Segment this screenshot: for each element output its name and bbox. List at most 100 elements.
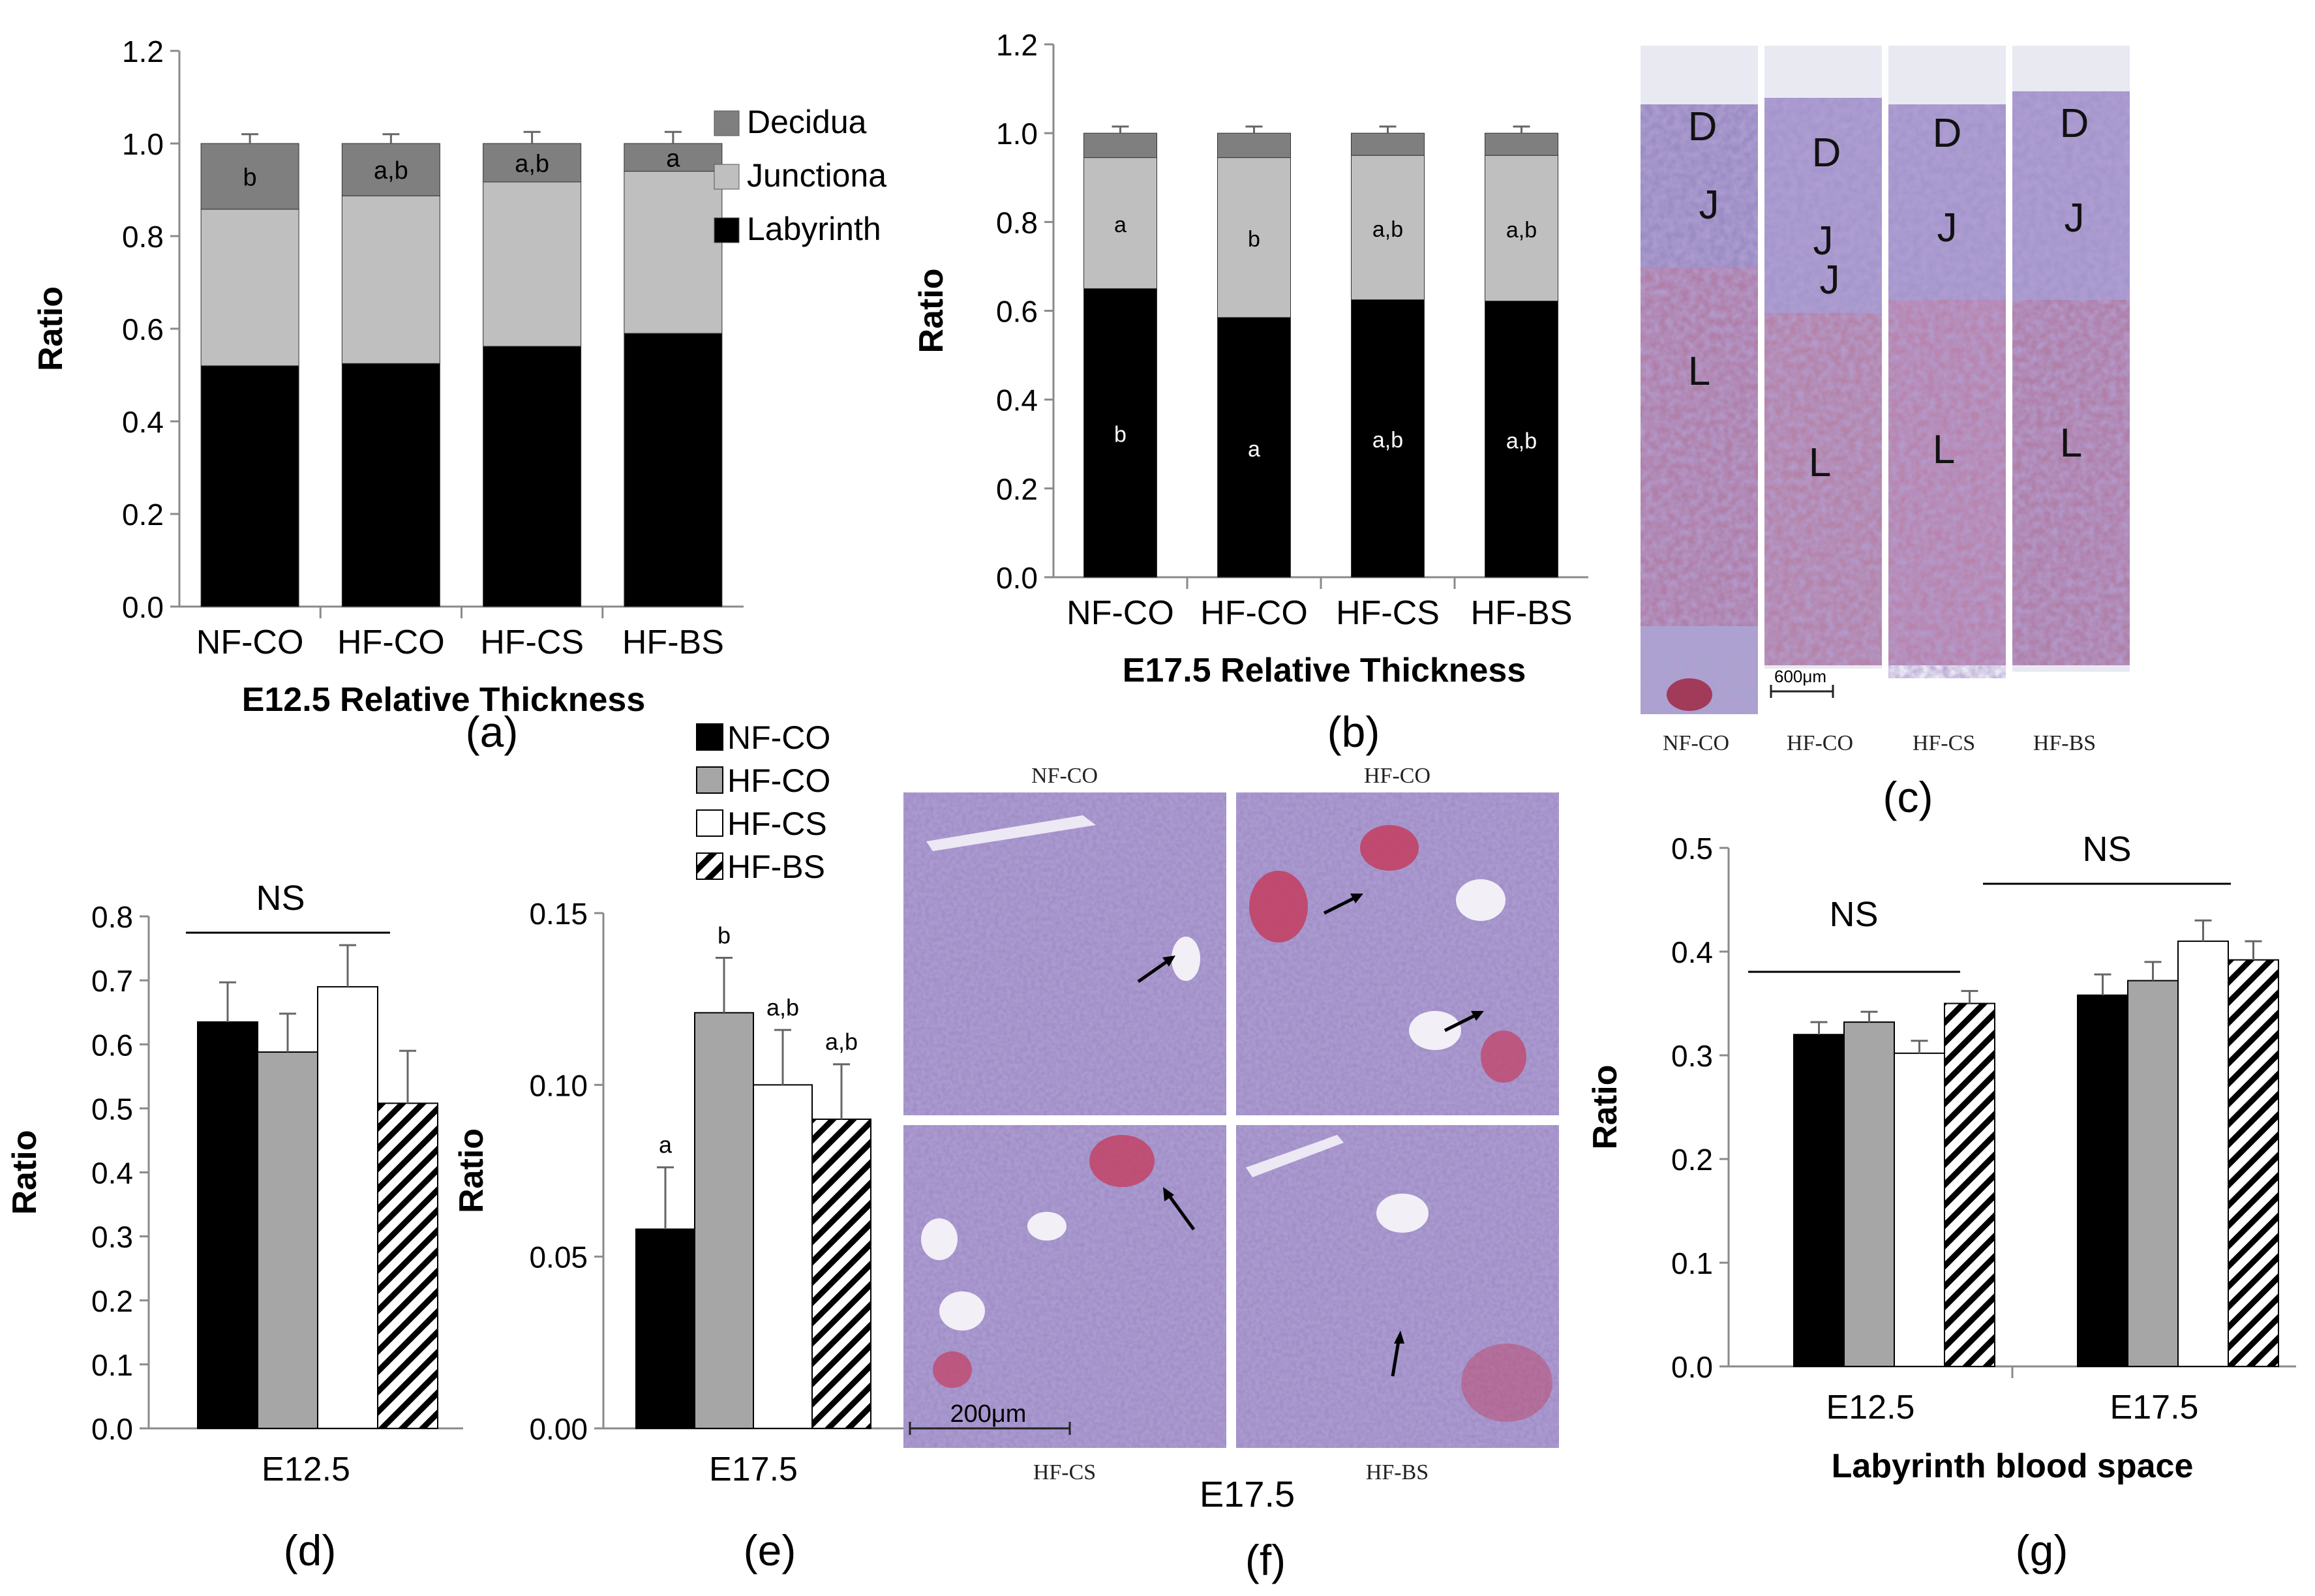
histology-f-tile-hf-co [1236,792,1559,1115]
histology-c-zone-j: J [1813,218,1834,263]
histology-f-group-labels: NF-CO HF-CO HF-CS HF-BS [1031,764,1430,1484]
chart-a-x-tick-label: NF-CO [196,624,304,661]
chart-g-title: Labyrinth blood space [1832,1447,2194,1485]
chart-b-significance-label: a [1114,213,1127,237]
panel-label-g: (g) [2016,1526,2068,1574]
chart-a-x-tick-label: HF-CO [337,624,445,661]
chart-d-y-tick-label: 0.6 [91,1028,133,1062]
chart-e-significance-label: a,b [766,994,799,1021]
histology-strip-hf-cs [1888,46,2006,714]
chart-b-significance-label: a [1248,437,1260,462]
chart-a-bar-junctional-hf-cs [483,181,582,347]
chart-b-bar-labyrinth-hf-co [1217,317,1291,578]
histology-c-zone-l: L [1809,440,1831,485]
chart-b-bar-labyrinth-hf-bs [1485,301,1558,578]
chart-e-y-tick-label: 0.15 [529,897,588,931]
chart-e-bar-hf-cs-e17-5 [753,1084,813,1430]
histology-c-zone-j: J [1937,205,1958,250]
chart-d-bar-hf-co-e12-5 [257,1051,318,1429]
chart-d-y-tick-label: 0.2 [91,1284,133,1318]
chart-g-x-tick-label: E12.5 [1826,1389,1915,1426]
histology-c-scale-bar: 600μm [1770,667,1834,698]
histology-f-tile-hf-bs [1236,1125,1559,1448]
chart-e-legend-swatch-nf-co [696,723,723,751]
histology-c-zone-l: L [1933,427,1955,472]
chart-g-bar-hf-cs-e12-5 [1894,1052,1945,1367]
chart-b-title: E17.5 Relative Thickness [1123,652,1526,689]
histology-f-caption: E17.5 [1200,1473,1295,1514]
chart-b-significance-label: a,b [1506,429,1537,453]
chart-g-ns-annotation-e12-5: NS [1829,895,1878,934]
chart-g-y-tick-label: 0.3 [1671,1039,1713,1073]
histology-c-group-labels: NF-CO HF-CO HF-CS HF-BS [1663,731,2096,755]
chart-g-y-tick-label: 0.4 [1671,935,1713,969]
histology-f-label-hf-bs: HF-BS [1366,1460,1429,1484]
histology-c-zone-l: L [1688,349,1710,394]
chart-a-significance-label: a [666,145,680,172]
chart-a-bar-junctional-nf-co [200,209,299,367]
chart-a-bar-decidua-hf-bs [624,143,723,172]
chart-e-significance-label: b [718,922,731,948]
chart-b-x-tick-label: HF-BS [1471,594,1573,632]
chart-a-relative-thickness-e12-5: 0.0 0.2 0.4 0.6 0.8 1.0 1.2 Ratio b NF-CO a,b HF-CO… [32,35,886,719]
chart-g-bar-hf-bs-e12-5 [1944,1002,1995,1367]
chart-b-x-tick-label: HF-CS [1336,594,1440,632]
chart-b-bar-labyrinth-hf-cs [1351,299,1425,578]
chart-b-significance-label: a,b [1372,217,1403,242]
chart-b-bar-decidua-nf-co [1083,132,1157,158]
chart-g-y-tick-label: 0.2 [1671,1143,1713,1177]
histology-f-scale-label: 200μm [950,1400,1027,1428]
chart-e-e17-5: 0.00 0.05 0.10 0.15 Ratio a b a,b a,b E17.5 NF-CO H… [453,719,903,1488]
histology-panel-f: 200μm NF-CO HF-CO HF-CS HF-BS E17.5 [903,764,1559,1514]
histology-strip-nf-co [1641,46,1758,714]
chart-a-y-tick-label: 1.0 [122,127,164,161]
chart-b-significance-label: a,b [1506,218,1537,243]
chart-e-legend-label-nf-co: NF-CO [727,719,830,756]
chart-e-significance-label: a,b [825,1029,858,1055]
histology-f-label-nf-co: NF-CO [1031,764,1098,788]
chart-a-legend-label-labyrinth: Labyrinth [747,211,881,247]
chart-g-labyrinth-blood-space: 0.0 0.1 0.2 0.3 0.4 0.5 Ratio E12.5 E17.5 NS NS Lab… [1586,830,2296,1485]
chart-a-title: E12.5 Relative Thickness [242,681,646,719]
chart-e-y-tick-label: 0.10 [529,1068,588,1102]
chart-g-bar-hf-cs-e17-5 [2177,941,2229,1367]
chart-b-bar-labyrinth-nf-co [1083,288,1157,578]
panel-label-b: (b) [1327,708,1380,756]
chart-g-bar-hf-co-e17-5 [2127,980,2179,1367]
chart-a-bar-decidua-hf-co [341,143,440,196]
chart-d-ns-annotation: NS [256,879,305,918]
chart-g-bar-hf-bs-e17-5 [2228,959,2279,1367]
chart-a-bar-junctional-hf-co [341,195,440,364]
chart-a-bar-labyrinth-hf-bs [624,333,723,607]
histology-c-zone-d: D [1933,111,1962,156]
chart-b-y-tick-label: 0.2 [996,472,1038,506]
chart-d-bar-hf-cs-e12-5 [317,986,378,1429]
chart-a-y-tick-label: 0.8 [122,220,164,254]
histology-c-label-hf-bs: HF-BS [2033,731,2096,755]
chart-a-significance-label: b [243,164,257,191]
chart-b-y-tick-label: 0.4 [996,384,1038,417]
chart-d-y-tick-label: 0.0 [91,1412,133,1446]
chart-b-bar-junctional-hf-co [1217,157,1291,318]
chart-a-bar-junctional-hf-bs [624,171,723,334]
histology-f-scale-bar: 200μm [909,1400,1071,1435]
chart-e-y-tick-label: 0.00 [529,1412,588,1446]
histology-c-zone-j: J [1820,258,1840,303]
chart-b-bar-junctional-hf-cs [1351,155,1425,300]
chart-a-bar-labyrinth-hf-co [341,363,440,607]
chart-d-bar-hf-bs-e12-5 [377,1102,438,1430]
chart-e-legend-swatch-hf-co [696,766,723,794]
histology-c-zone-d: D [2060,101,2089,146]
chart-g-y-tick-label: 0.5 [1671,832,1713,866]
chart-b-bar-decidua-hf-co [1217,132,1291,158]
chart-d-y-axis-label: Ratio [6,1130,44,1215]
chart-a-significance-label: a,b [374,157,408,185]
chart-b-relative-thickness-e17-5: 0.0 0.2 0.4 0.6 0.8 1.0 1.2 Ratio b a NF-CO a b HF-CO… [913,28,1588,689]
chart-b-significance-label: b [1114,423,1127,447]
chart-a-bar-decidua-hf-cs [483,143,582,183]
chart-b-bar-decidua-hf-bs [1485,132,1558,156]
chart-b-y-tick-label: 0.0 [996,561,1038,595]
chart-e-bar-hf-bs-e17-5 [811,1119,871,1429]
chart-e-legend-label-hf-cs: HF-CS [727,806,827,842]
